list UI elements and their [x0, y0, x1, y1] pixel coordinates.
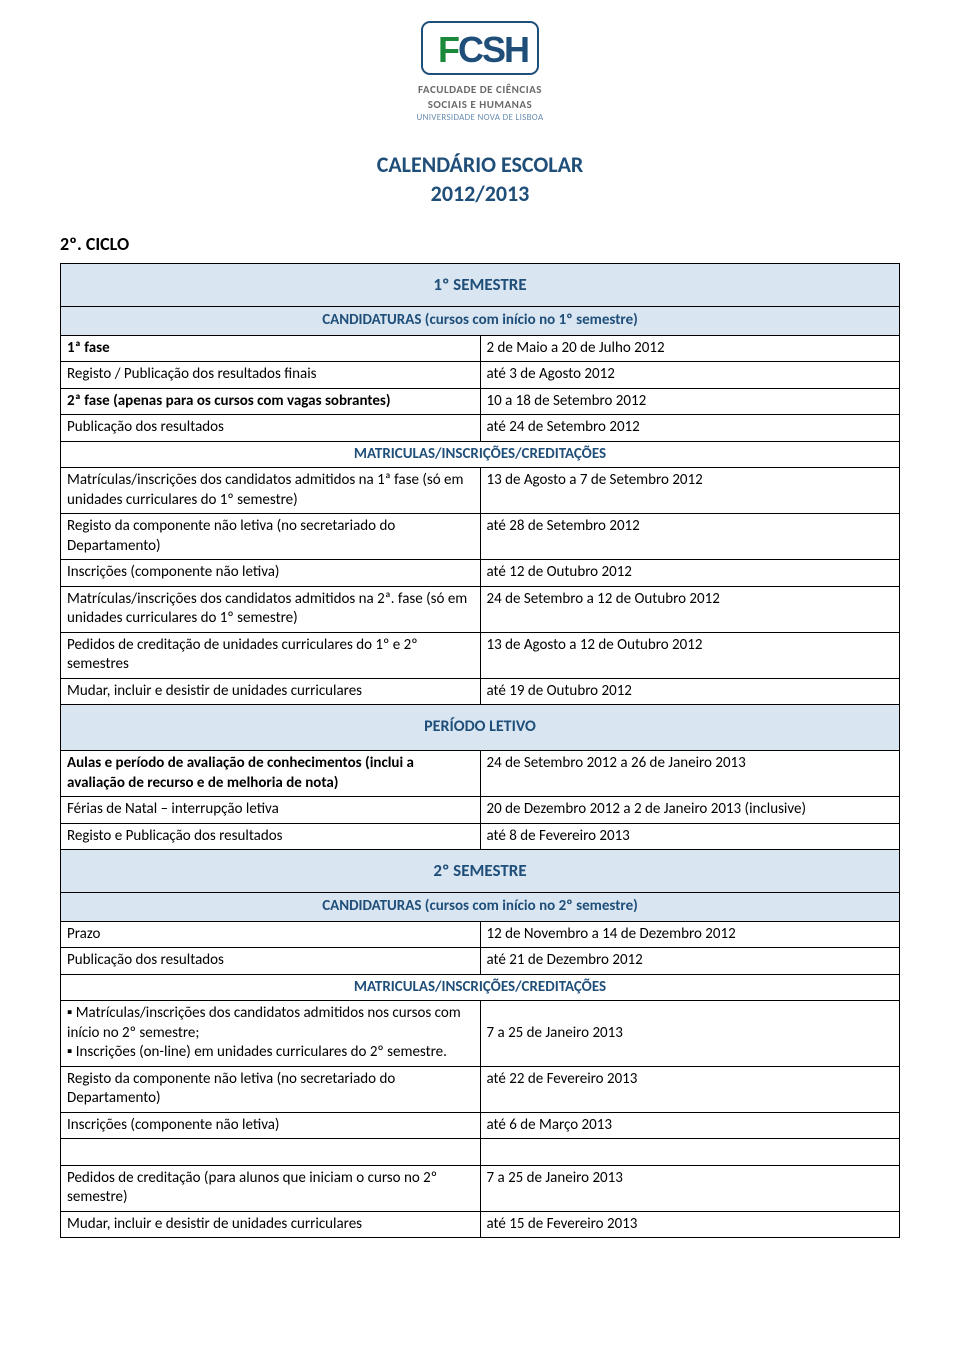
row-label: Pedidos de creditação de unidades curric… — [61, 632, 481, 678]
table-row: 1ª fase2 de Maio a 20 de Julho 2012 — [61, 335, 900, 362]
row-label: Publicação dos resultados — [61, 415, 481, 442]
table-row: Mudar, incluir e desistir de unidades cu… — [61, 678, 900, 705]
row-value: 20 de Dezembro 2012 a 2 de Janeiro 2013 … — [480, 797, 900, 824]
table-row: Mudar, incluir e desistir de unidades cu… — [61, 1211, 900, 1238]
row-label: Matrículas/inscrições dos candidatos adm… — [61, 468, 481, 514]
row-value: 24 de Setembro 2012 a 26 de Janeiro 2013 — [480, 751, 900, 797]
table-row: Registo da componente não letiva (no sec… — [61, 1066, 900, 1112]
row-value: até 12 de Outubro 2012 — [480, 560, 900, 587]
row-label: Registo e Publicação dos resultados — [61, 823, 481, 850]
row-value: 13 de Agosto a 12 de Outubro 2012 — [480, 632, 900, 678]
row-value: até 15 de Fevereiro 2013 — [480, 1211, 900, 1238]
logo-fac-line2: SOCIAIS E HUMANAS — [60, 98, 900, 111]
title-line1: CALENDÁRIO ESCOLAR — [377, 151, 584, 178]
svg-text:C: C — [458, 29, 484, 70]
table-row: Pedidos de creditação (para alunos que i… — [61, 1165, 900, 1211]
table-row: Matrículas/inscrições dos candidatos adm… — [61, 468, 900, 514]
table-row: Pedidos de creditação de unidades curric… — [61, 632, 900, 678]
row-label: Registo da componente não letiva (no sec… — [61, 514, 481, 560]
ciclo-label: 2º. CICLO — [60, 233, 900, 255]
table-row: 2ª fase (apenas para os cursos com vagas… — [61, 388, 900, 415]
row-value: até 19 de Outubro 2012 — [480, 678, 900, 705]
table-row: Publicação dos resultadosaté 21 de Dezem… — [61, 948, 900, 975]
row-value: 2 de Maio a 20 de Julho 2012 — [480, 335, 900, 362]
row-value: 7 a 25 de Janeiro 2013 — [480, 1001, 900, 1067]
row-value: até 8 de Fevereiro 2013 — [480, 823, 900, 850]
svg-text:F: F — [438, 29, 460, 70]
row-value: até 6 de Março 2013 — [480, 1112, 900, 1139]
row-label: ▪ Matrículas/inscrições dos candidatos a… — [61, 1001, 481, 1067]
table-row: Registo e Publicação dos resultadosaté 8… — [61, 823, 900, 850]
svg-text:H: H — [504, 29, 530, 70]
periodo-header: PERÍODO LETIVO — [61, 705, 900, 751]
table-row: Registo / Publicação dos resultados fina… — [61, 362, 900, 389]
row-value: até 3 de Agosto 2012 — [480, 362, 900, 389]
mat2-header: MATRICULAS/INSCRIÇÕES/CREDITAÇÕES — [61, 974, 900, 1001]
logo-block: F C S H FACULDADE DE CIÊNCIAS SOCIAIS E … — [60, 20, 900, 123]
logo-univ: UNIVERSIDADE NOVA DE LISBOA — [60, 112, 900, 123]
page-title: CALENDÁRIO ESCOLAR 2012/2013 — [60, 151, 900, 208]
sem1-header: 1º SEMESTRE — [61, 264, 900, 307]
svg-text:S: S — [482, 29, 506, 70]
row-label: Matrículas/inscrições dos candidatos adm… — [61, 586, 481, 632]
fcsh-logo-icon: F C S H — [400, 20, 560, 76]
row-label: Pedidos de creditação (para alunos que i… — [61, 1165, 481, 1211]
row-label: Inscrições (componente não letiva) — [61, 560, 481, 587]
row-label: Mudar, incluir e desistir de unidades cu… — [61, 1211, 481, 1238]
row-value: até 22 de Fevereiro 2013 — [480, 1066, 900, 1112]
row-value: até 28 de Setembro 2012 — [480, 514, 900, 560]
row-value: 10 a 18 de Setembro 2012 — [480, 388, 900, 415]
row-label: Férias de Natal – interrupção letiva — [61, 797, 481, 824]
row-value: 12 de Novembro a 14 de Dezembro 2012 — [480, 921, 900, 948]
row-label: 2ª fase (apenas para os cursos com vagas… — [61, 388, 481, 415]
table-row: ▪ Matrículas/inscrições dos candidatos a… — [61, 1001, 900, 1067]
row-label: Publicação dos resultados — [61, 948, 481, 975]
cand1-header: CANDIDATURAS (cursos com início no 1º se… — [61, 307, 900, 336]
row-label: Mudar, incluir e desistir de unidades cu… — [61, 678, 481, 705]
table-row: Inscrições (componente não letiva)até 6 … — [61, 1112, 900, 1139]
row-label: Inscrições (componente não letiva) — [61, 1112, 481, 1139]
row-value: 24 de Setembro a 12 de Outubro 2012 — [480, 586, 900, 632]
table-row: Registo da componente não letiva (no sec… — [61, 514, 900, 560]
row-label: Registo / Publicação dos resultados fina… — [61, 362, 481, 389]
row-label: Prazo — [61, 921, 481, 948]
cand2-header: CANDIDATURAS (cursos com início no 2º se… — [61, 893, 900, 922]
table-row: Publicação dos resultadosaté 24 de Setem… — [61, 415, 900, 442]
spacer-row — [61, 1139, 900, 1166]
row-value: até 21 de Dezembro 2012 — [480, 948, 900, 975]
table-row: Inscrições (componente não letiva)até 12… — [61, 560, 900, 587]
calendar-table: 1º SEMESTRE CANDIDATURAS (cursos com iní… — [60, 263, 900, 1238]
row-label: Registo da componente não letiva (no sec… — [61, 1066, 481, 1112]
row-label: Aulas e período de avaliação de conhecim… — [61, 751, 481, 797]
title-line2: 2012/2013 — [431, 180, 530, 207]
empty-cell — [480, 1139, 900, 1166]
sem2-header: 2º SEMESTRE — [61, 850, 900, 893]
row-value: 7 a 25 de Janeiro 2013 — [480, 1165, 900, 1211]
table-row: Férias de Natal – interrupção letiva20 d… — [61, 797, 900, 824]
row-value: 13 de Agosto a 7 de Setembro 2012 — [480, 468, 900, 514]
mat1-header: MATRICULAS/INSCRIÇÕES/CREDITAÇÕES — [61, 441, 900, 468]
table-row: Matrículas/inscrições dos candidatos adm… — [61, 586, 900, 632]
row-value: até 24 de Setembro 2012 — [480, 415, 900, 442]
row-label: 1ª fase — [61, 335, 481, 362]
table-row: Aulas e período de avaliação de conhecim… — [61, 751, 900, 797]
empty-cell — [61, 1139, 481, 1166]
logo-fac-line1: FACULDADE DE CIÊNCIAS — [60, 83, 900, 96]
table-row: Prazo12 de Novembro a 14 de Dezembro 201… — [61, 921, 900, 948]
